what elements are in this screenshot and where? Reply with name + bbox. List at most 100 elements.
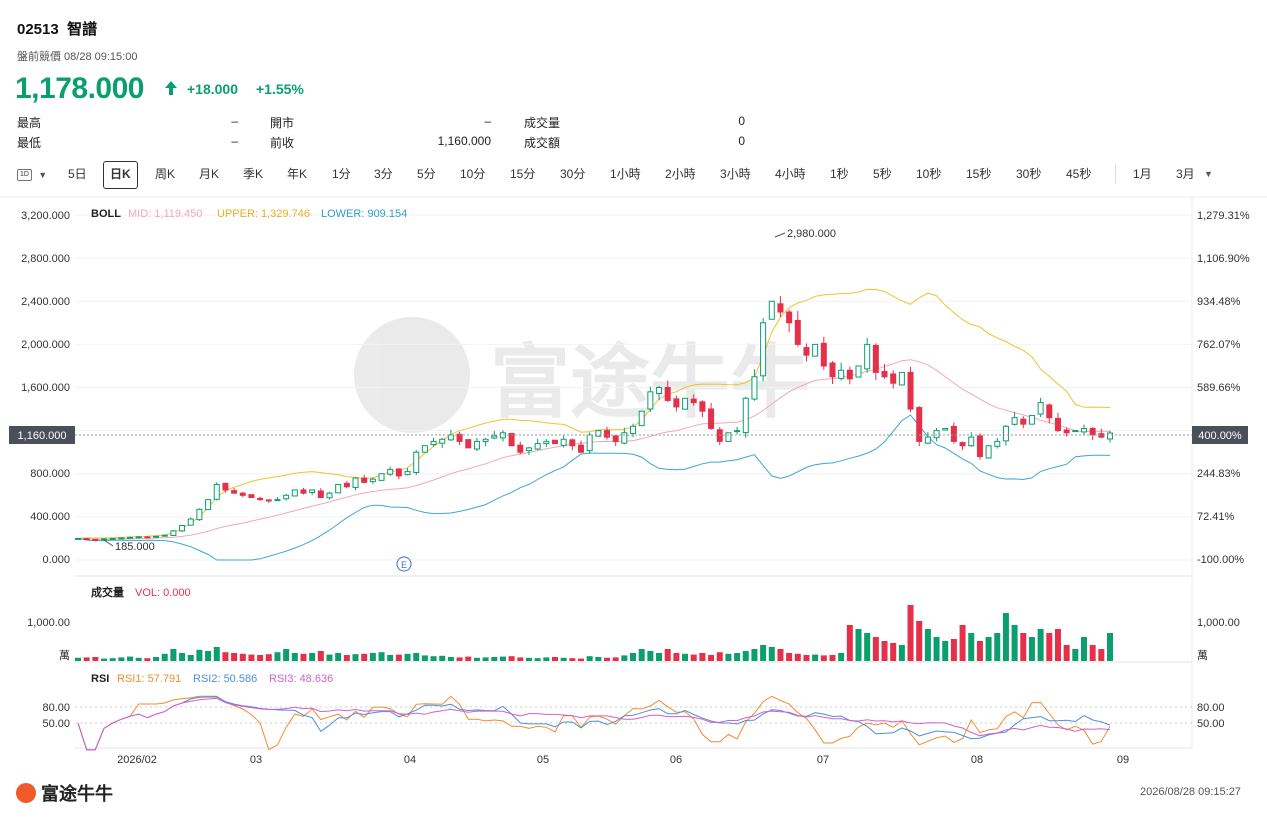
volume-bar [916,621,923,661]
candles [75,296,1113,541]
volume-bar [577,658,584,661]
volume-bar [144,658,151,661]
candle-body [725,432,732,442]
candle-body [127,536,134,539]
candle-body [525,447,532,452]
volume-bars [75,605,1113,661]
tab-1month[interactable]: 1月 [1133,167,1152,181]
market-status: 盤前競價 08/28 09:15:00 [17,51,138,63]
volume-bar [898,645,905,661]
caret-down-icon: ▼ [38,170,48,180]
candle-body [864,343,871,370]
price-change-pct: +1.55% [256,81,304,97]
y-tick-label: 400.000 [30,511,70,523]
volume-bar [352,654,359,661]
candle-body [760,322,767,377]
volume-bar [404,653,411,661]
volume-bar [950,639,957,661]
candle-body [907,371,914,410]
stat-high-label: 最高 [17,116,42,130]
candle-body [1054,417,1061,432]
volume-bar [647,651,654,661]
tab-daily[interactable]: 日K [103,161,138,189]
volume-bar [777,649,784,661]
volume-bar [1037,629,1044,661]
candle-body [205,499,212,511]
tab-15sec[interactable]: 15秒 [966,167,992,181]
tab-weekly[interactable]: 周K [155,167,176,181]
volume-bar [213,647,220,661]
rsi-label: RSI [91,673,109,685]
candle-body [144,536,151,539]
volume-bar [525,657,532,661]
y-tick-label: 2,000.000 [21,339,70,351]
candle-body [222,482,229,491]
tab-15min[interactable]: 15分 [510,167,536,181]
volume-bar [1080,637,1087,661]
volume-bar [1072,649,1079,661]
boll-mid-line [77,359,1111,540]
tab-10sec[interactable]: 10秒 [916,167,942,181]
boll-label: BOLL [91,208,121,220]
volume-bar [343,655,350,661]
tab-5day[interactable]: 5日 [68,167,87,181]
calendar-icon: 1D [17,168,32,181]
volume-bar [881,641,888,661]
high-annotation-line [774,232,786,238]
tab-30sec[interactable]: 30秒 [1016,167,1042,181]
candle-body [890,373,897,384]
tab-45sec[interactable]: 45秒 [1066,167,1092,181]
candle-body [473,440,480,450]
tab-5sec[interactable]: 5秒 [873,167,892,181]
stat-turnover-value: 0 [738,134,745,148]
left-price-axis: 3,200.000 2,800.000 2,400.000 2,000.000 … [21,210,70,566]
tab-monthly[interactable]: 月K [199,167,220,181]
tab-3month[interactable]: 3月 [1176,167,1195,181]
event-marker-icon[interactable] [396,556,412,572]
candle-body [647,391,654,410]
tab-30min[interactable]: 30分 [560,167,586,181]
volume-bar [1028,637,1035,661]
y-tick-label: 1,600.000 [21,382,70,394]
volume-bar [708,655,715,661]
tab-1hour[interactable]: 1小時 [610,167,641,181]
volume-bar [109,658,116,661]
volume-bar [413,653,420,661]
caret-down-icon[interactable]: ▼ [1204,169,1213,179]
candle-body [595,430,602,437]
candle-body [326,492,333,499]
tab-3hour[interactable]: 3小時 [720,167,751,181]
candle-body [604,430,611,438]
volume-bar [395,654,402,661]
tab-1min[interactable]: 1分 [332,167,351,181]
candle-body [170,530,177,536]
current-price-tag-left-text: 1,160.000 [18,430,67,442]
candle-body [335,484,342,494]
volume-bar [924,629,931,661]
tab-2hour[interactable]: 2小時 [665,167,696,181]
volume-bar [604,657,611,661]
rsi1-line [77,695,1111,751]
y-tick-label: 762.07% [1197,339,1241,351]
volume-bar [534,658,541,661]
right-pct-axis: 1,279.31% 1,106.90% 934.48% 762.07% 589.… [1197,210,1250,566]
x-tick-label: 09 [1117,754,1129,766]
stat-volume-value: 0 [738,114,745,128]
volume-bar [976,641,983,661]
tab-3min[interactable]: 3分 [374,167,393,181]
tab-yearly[interactable]: 年K [287,167,308,181]
candle-body [395,468,402,477]
tab-4hour[interactable]: 4小時 [775,167,806,181]
candle-body [1037,402,1044,415]
volume-bar [101,658,108,661]
candle-body [656,387,663,394]
period-selector[interactable]: 1D ▼ [17,161,47,187]
tab-1sec[interactable]: 1秒 [830,167,849,181]
rsi2-value: RSI2: 50.586 [193,673,257,685]
candle-body [1046,404,1053,419]
y-tick-label: 3,200.000 [21,210,70,222]
tab-quarterly[interactable]: 季K [243,167,264,181]
tab-10min[interactable]: 10分 [460,167,486,181]
tab-5min[interactable]: 5分 [417,167,436,181]
